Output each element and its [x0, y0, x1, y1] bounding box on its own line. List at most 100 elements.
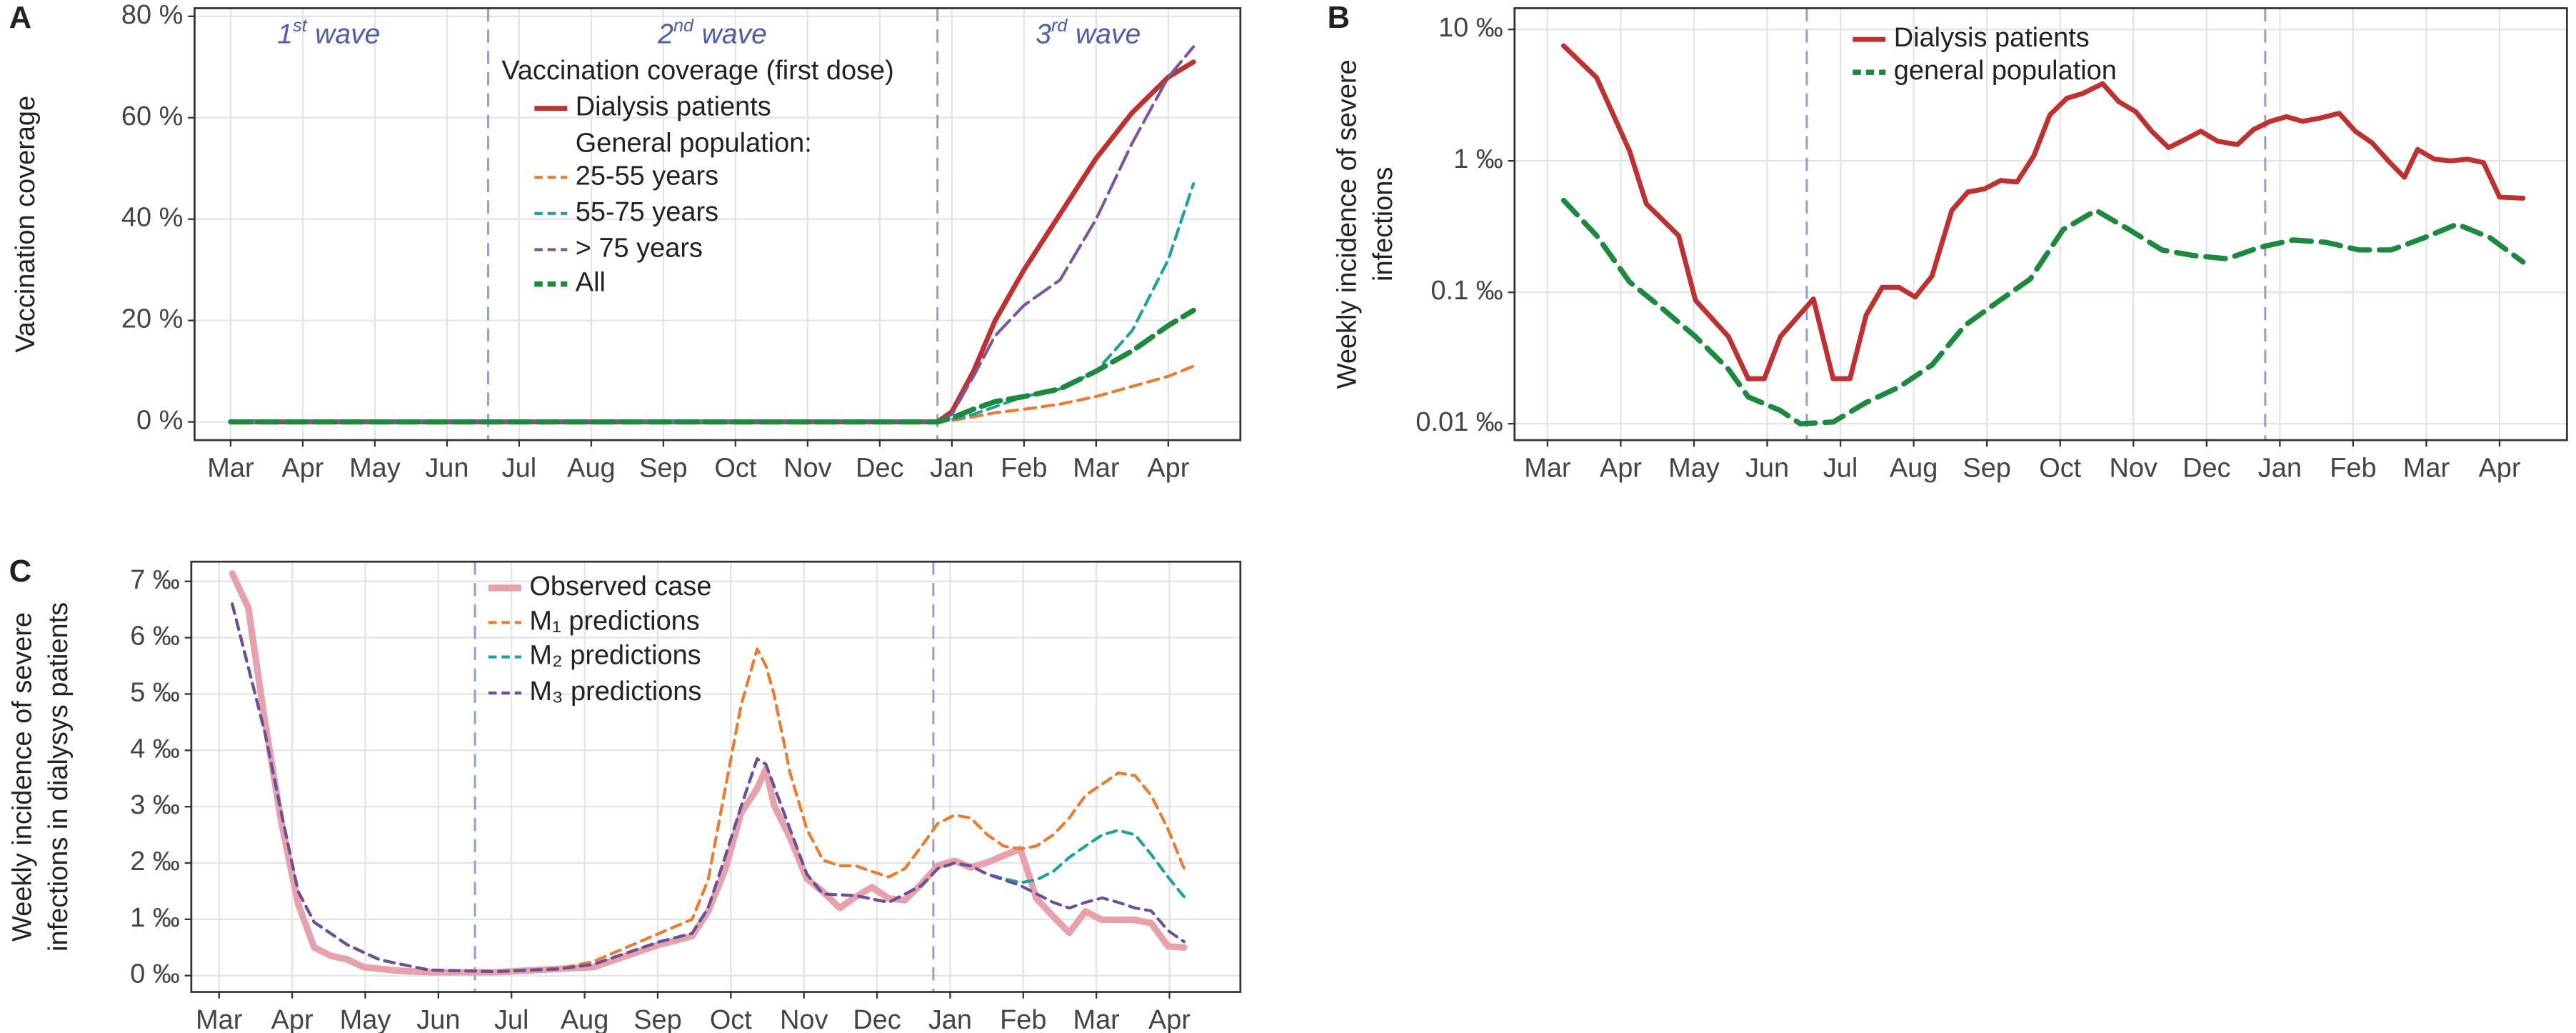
y-axis-label: infections — [1368, 167, 1398, 281]
legend-label: general population — [1894, 56, 2117, 86]
x-tick-label: Jun — [416, 1005, 460, 1033]
wave-suffix: rd — [1051, 15, 1068, 35]
x-tick-label: Apr — [1147, 453, 1189, 483]
legend-label: > 75 years — [576, 233, 703, 263]
x-tick-label: Apr — [2478, 453, 2520, 483]
y-axis-label: infections in dialysys patients — [44, 602, 74, 952]
wave-text: wave — [315, 19, 380, 50]
x-tick-label: Oct — [714, 453, 756, 483]
x-tick-label: Apr — [1148, 1005, 1191, 1033]
legend-label: Dialysis patients — [576, 92, 771, 122]
legend-label: Observed case — [529, 572, 711, 602]
legend-label: All — [576, 268, 606, 298]
series-line — [228, 307, 1196, 425]
plot-frame — [1513, 7, 2568, 441]
x-tick-label: Mar — [1524, 453, 1570, 483]
x-tick-label: Aug — [567, 453, 615, 483]
legend-subtitle: General population: — [576, 128, 812, 158]
x-tick-label: Jun — [1745, 453, 1789, 483]
plot-frame — [194, 7, 1242, 441]
x-tick-label: Sep — [633, 1005, 681, 1033]
series-line — [229, 570, 1188, 976]
x-tick-label: Sep — [1963, 453, 2010, 483]
series-line — [231, 602, 1186, 974]
y-tick-label: 80 % — [121, 0, 183, 30]
x-tick-label: Mar — [1073, 453, 1119, 483]
x-tick-label: Dec — [856, 453, 903, 483]
chart-panel: Mar Apr May Jun Jul Aug Sep Oct Nov Dec Jan Feb Mar A… — [7, 554, 1242, 1033]
panel-label: C — [9, 554, 32, 589]
wave-number: 2 — [657, 19, 673, 50]
legend-label: 25-55 years — [576, 161, 718, 191]
x-tick-label: Apr — [281, 453, 324, 483]
y-tick-label: 4 ‰ — [130, 734, 180, 764]
y-axis-label: Vaccination coverage — [11, 96, 41, 353]
wave-text: wave — [702, 19, 767, 50]
x-tick-label: Dec — [853, 1005, 901, 1033]
x-tick-label: Sep — [639, 453, 687, 483]
x-tick-label: Mar — [2403, 453, 2450, 483]
y-tick-label: 0.01 ‰ — [1415, 407, 1503, 437]
y-axis-label: Weekly incidence of severe — [1333, 59, 1363, 389]
plot-frame — [190, 560, 1242, 993]
x-tick-label: Oct — [2039, 453, 2081, 483]
y-tick-label: 6 ‰ — [130, 622, 180, 652]
series-line — [228, 59, 1196, 425]
y-tick-label: 10 ‰ — [1438, 13, 1503, 43]
x-tick-label: Jul — [494, 1005, 528, 1033]
wave-text: wave — [1076, 19, 1141, 50]
wave-annotation: 1st wave — [277, 15, 380, 49]
legend-title: Vaccination coverage (first dose) — [501, 56, 893, 86]
y-tick-label: 5 ‰ — [130, 678, 180, 708]
x-tick-label: Feb — [1000, 1005, 1046, 1033]
x-tick-label: May — [340, 1005, 391, 1033]
y-tick-label: 0.1 ‰ — [1430, 276, 1503, 306]
wave-suffix: st — [293, 15, 308, 35]
x-tick-label: Apr — [1600, 453, 1642, 483]
x-tick-label: Jul — [502, 453, 536, 483]
y-axis-label: Weekly incidence of severe — [7, 612, 37, 942]
legend-label: 55-75 years — [576, 197, 718, 227]
y-tick-label: 20 % — [121, 304, 183, 334]
wave-annotation: 3rd wave — [1036, 15, 1141, 49]
x-tick-label: Nov — [780, 1005, 828, 1033]
x-tick-label: Mar — [196, 1005, 242, 1033]
x-tick-label: Mar — [1073, 1005, 1120, 1033]
series-line — [1560, 197, 2526, 426]
y-tick-label: 0 % — [136, 406, 183, 436]
wave-suffix: nd — [673, 15, 694, 35]
x-tick-label: Mar — [207, 453, 254, 483]
plot-background — [191, 562, 1241, 992]
legend-label: M₃ predictions — [529, 677, 701, 707]
x-tick-label: Aug — [1890, 453, 1938, 483]
wave-number: 1 — [277, 19, 293, 50]
y-tick-label: 0 ‰ — [130, 959, 180, 989]
x-tick-label: Feb — [2330, 453, 2376, 483]
y-tick-label: 1 ‰ — [130, 903, 180, 933]
x-tick-label: Jan — [928, 1005, 972, 1033]
y-tick-label: 7 ‰ — [130, 565, 180, 595]
x-tick-label: Feb — [1001, 453, 1047, 483]
x-tick-label: Jun — [425, 453, 468, 483]
wave-number: 3 — [1036, 19, 1051, 50]
plot-background — [194, 8, 1241, 441]
chart-panel: Mar Apr May Jun Jul Aug Sep Oct Nov Dec Jan Feb Mar A… — [1328, 0, 2568, 483]
panel-label: B — [1328, 0, 1350, 35]
x-tick-label: Jan — [930, 453, 973, 483]
x-tick-label: Dec — [2182, 453, 2230, 483]
series-line — [1561, 43, 2526, 381]
plot-background — [1514, 8, 2567, 441]
y-tick-label: 3 ‰ — [130, 790, 180, 820]
x-tick-label: Nov — [783, 453, 831, 483]
x-tick-label: Jan — [2258, 453, 2302, 483]
x-tick-label: Oct — [710, 1005, 752, 1033]
legend-label: M₁ predictions — [529, 606, 699, 636]
legend-label: M₂ predictions — [529, 641, 701, 671]
chart-panel: Mar Apr May Jun Jul Aug Sep Oct Nov Dec Jan Feb Mar A… — [9, 0, 1242, 483]
x-tick-label: May — [349, 453, 401, 483]
x-tick-label: May — [1668, 453, 1720, 483]
y-tick-label: 40 % — [121, 203, 183, 233]
y-tick-label: 1 ‰ — [1453, 144, 1503, 174]
y-tick-label: 60 % — [121, 101, 183, 131]
y-tick-label: 2 ‰ — [130, 847, 180, 877]
